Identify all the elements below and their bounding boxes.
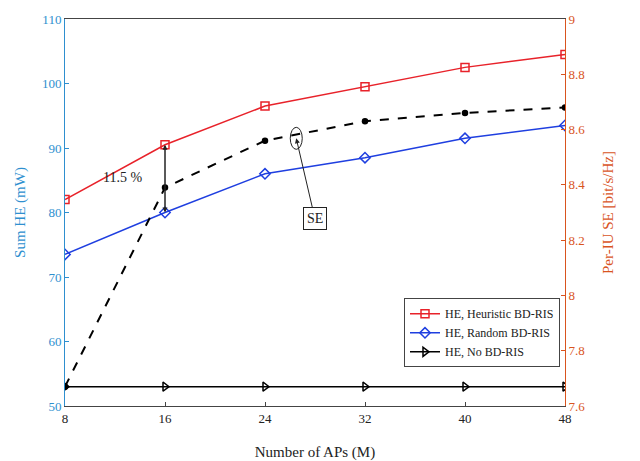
svg-text:16: 16 [159, 411, 173, 426]
svg-text:100: 100 [42, 76, 62, 91]
svg-text:7.8: 7.8 [569, 343, 585, 358]
svg-text:9: 9 [569, 12, 576, 27]
svg-text:48: 48 [559, 411, 572, 426]
svg-text:HE, Random BD-RIS: HE, Random BD-RIS [445, 326, 550, 340]
svg-text:110: 110 [42, 12, 61, 27]
svg-text:7.6: 7.6 [569, 399, 586, 414]
svg-text:80: 80 [48, 205, 61, 220]
svg-text:70: 70 [48, 270, 61, 285]
svg-text:40: 40 [459, 411, 472, 426]
svg-text:Number of APs (M): Number of APs (M) [255, 444, 375, 461]
svg-text:HE, No BD-RIS: HE, No BD-RIS [445, 345, 524, 359]
svg-text:8: 8 [569, 288, 576, 303]
svg-text:11.5 %: 11.5 % [103, 170, 142, 185]
svg-text:8.8: 8.8 [569, 67, 585, 82]
svg-text:8: 8 [62, 411, 69, 426]
svg-text:8.2: 8.2 [569, 233, 585, 248]
svg-text:32: 32 [359, 411, 372, 426]
svg-text:90: 90 [48, 141, 61, 156]
svg-text:Sum HE (mW): Sum HE (mW) [12, 167, 29, 258]
svg-text:Per-IU SE [bit/s/Hz]: Per-IU SE [bit/s/Hz] [600, 151, 616, 274]
svg-text:8.4: 8.4 [569, 177, 586, 192]
svg-text:24: 24 [259, 411, 273, 426]
svg-text:50: 50 [48, 399, 61, 414]
svg-text:60: 60 [48, 334, 61, 349]
svg-text:HE, Heuristic BD-RIS: HE, Heuristic BD-RIS [445, 307, 553, 321]
svg-text:8.6: 8.6 [569, 122, 586, 137]
svg-text:SE: SE [307, 211, 323, 226]
